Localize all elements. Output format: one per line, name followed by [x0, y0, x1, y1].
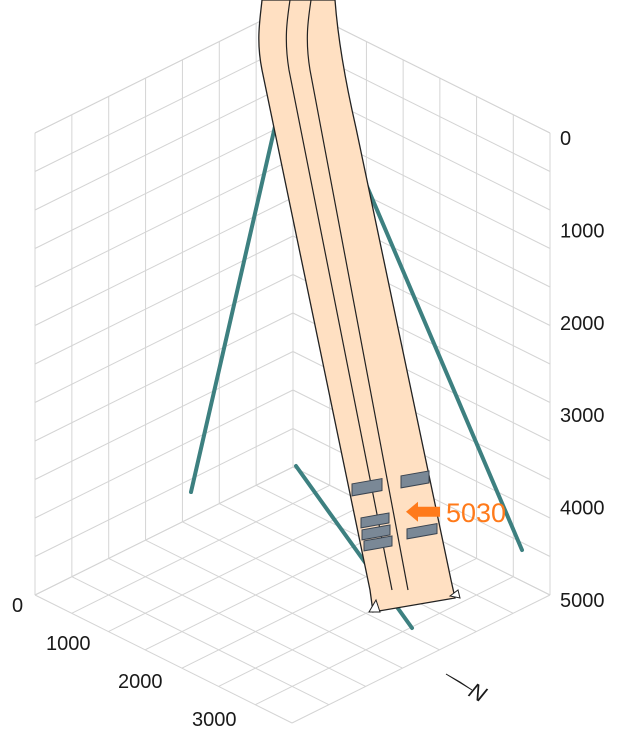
- depth-marker: 5030: [406, 498, 506, 528]
- grid-line: [291, 594, 551, 724]
- completion-interval: [351, 478, 383, 497]
- grid-line: [34, 81, 294, 211]
- grid-line: [34, 120, 294, 249]
- depth-tick-label: 3000: [560, 405, 605, 427]
- depth-axis-ticks: 0 1000 2000 3000 4000 5000: [560, 128, 605, 612]
- completion-interval: [360, 512, 390, 529]
- depth-tick-label: 2000: [560, 313, 605, 335]
- north-label: N: [465, 678, 491, 708]
- completion-interval: [400, 470, 430, 489]
- grid-line: [34, 4, 294, 134]
- grid-line: [108, 557, 366, 687]
- tubing-string-1: [285, 0, 393, 591]
- grid-line: [182, 521, 440, 651]
- depth-tick-label: 1000: [560, 220, 605, 242]
- grid-line: [34, 197, 294, 326]
- grid-line: [34, 235, 294, 365]
- grid-line: [219, 503, 477, 633]
- completion-interval: [363, 535, 393, 552]
- well-casing: [258, 0, 456, 613]
- north-arrow-icon: [445, 673, 473, 691]
- horizontal-tick-label: 3000: [192, 709, 237, 731]
- grid-line: [34, 428, 294, 557]
- grid-line: [34, 274, 294, 403]
- projection-line-right: [358, 168, 524, 552]
- grid-line: [34, 389, 294, 519]
- marker-arrow-icon: [406, 501, 440, 522]
- grid-line: [34, 312, 294, 442]
- well-bore: [258, 0, 461, 613]
- depth-tick-label: 5000: [560, 590, 605, 612]
- horizontal-tick-label: 0: [12, 595, 23, 617]
- horizontal-tick-label: 2000: [118, 671, 163, 693]
- grid-line: [71, 484, 330, 614]
- grid-line: [34, 351, 294, 480]
- grid-line: [34, 158, 294, 288]
- completion-interval: [361, 524, 391, 541]
- shoe-left: [368, 598, 381, 613]
- projection-line-left: [189, 120, 278, 494]
- completion-interval: [406, 522, 438, 540]
- shoe-right: [448, 589, 461, 599]
- horizontal-tick-label: 1000: [46, 633, 91, 655]
- marker-label: 5030: [446, 498, 506, 528]
- grid-line: [71, 576, 330, 706]
- grid-line: [34, 594, 293, 724]
- grid-line: [145, 539, 403, 669]
- depth-tick-label: 4000: [560, 498, 605, 520]
- grid-line: [108, 503, 367, 633]
- grid-line: [255, 576, 514, 706]
- horizontal-axis-ticks: 0 1000 2000 3000: [12, 595, 237, 731]
- depth-tick-label: 0: [560, 128, 571, 150]
- grid-line: [34, 466, 294, 596]
- tubing-string-2: [306, 0, 409, 591]
- grid-line: [34, 43, 294, 172]
- north-compass: N: [445, 673, 491, 708]
